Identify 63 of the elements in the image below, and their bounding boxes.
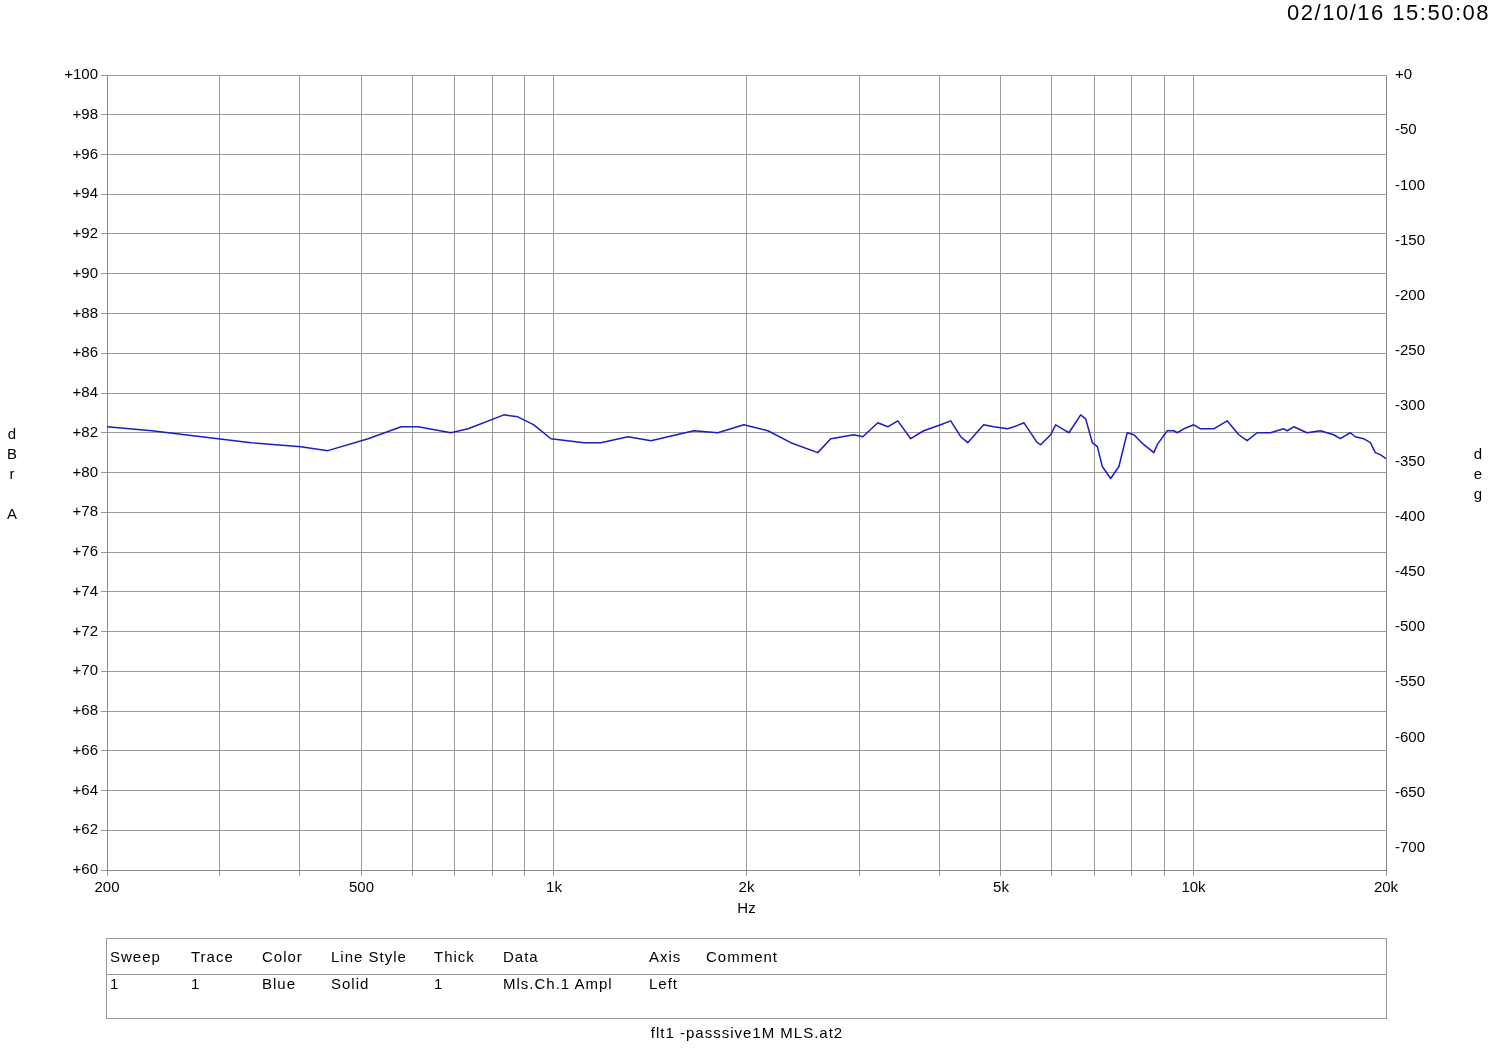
text: Data (502, 947, 540, 967)
y-tick-label: +68 (72, 701, 98, 719)
text: Sweep (109, 947, 162, 967)
y-tick-label: +86 (72, 343, 98, 361)
y-tick-label: +78 (72, 502, 98, 520)
y-tick-label: +76 (72, 542, 98, 560)
text: Trace (190, 947, 235, 967)
y-tick-label: +82 (72, 422, 98, 440)
y2-axis-title: deg (1472, 445, 1484, 504)
y-tick-label: +72 (72, 621, 98, 639)
y-tick-label: +70 (72, 661, 98, 679)
x-tick-label: 1k (546, 878, 563, 896)
text: 1 (433, 974, 445, 994)
text: Color (261, 947, 304, 967)
x-tick-label: 10k (1181, 878, 1207, 896)
y2-tick-label: -650 (1395, 782, 1426, 800)
y-tick-label: +62 (72, 820, 98, 838)
text: dBr A (6, 425, 17, 522)
y2-tick-label: -700 (1395, 838, 1426, 856)
text: Solid (330, 974, 371, 994)
y-tick-label: +74 (72, 581, 98, 599)
y-tick-label: +64 (72, 780, 98, 798)
text: 1 (109, 974, 121, 994)
y-tick-label: +90 (72, 263, 98, 281)
y2-tick-label: -450 (1395, 562, 1426, 580)
x-tick-label: 200 (94, 878, 120, 896)
y2-tick-label: -250 (1395, 341, 1426, 359)
text: Thick (433, 947, 476, 967)
y-tick-label: +84 (72, 383, 98, 401)
y2-tick-label: -500 (1395, 617, 1426, 635)
y-tick-label: +100 (64, 65, 98, 83)
text: flt1 -passsive1M MLS.at2 (649, 1024, 845, 1041)
text: Mls.Ch.1 Ampl (502, 974, 614, 994)
text: Comment (705, 947, 780, 967)
y-tick-label: +98 (72, 104, 98, 122)
y-tick-label: +92 (72, 224, 98, 242)
y2-tick-label: -200 (1395, 285, 1426, 303)
y-tick-label: +94 (72, 184, 98, 202)
text: Blue (261, 974, 298, 994)
x-tick-label: 2k (738, 878, 755, 896)
y-tick-label: +96 (72, 144, 98, 162)
text: 02/10/16 15:50:08 (1287, 0, 1490, 26)
y-tick-label: +60 (72, 860, 98, 878)
y2-tick-label: -150 (1395, 230, 1426, 248)
x-axis-title: Hz (737, 899, 756, 917)
text: Axis (648, 947, 683, 967)
y2-tick-label: -350 (1395, 451, 1426, 469)
y2-tick-label: -600 (1395, 727, 1426, 745)
text: Left (648, 974, 680, 994)
y-tick-label: +66 (72, 740, 98, 758)
y2-tick-label: -400 (1395, 506, 1426, 524)
x-tick-label: 20k (1373, 878, 1399, 896)
x-tick-label: 5k (993, 878, 1010, 896)
y-tick-label: +88 (72, 303, 98, 321)
y2-tick-label: +0 (1395, 65, 1413, 83)
y2-tick-label: -50 (1395, 120, 1417, 138)
text: 1 (190, 974, 202, 994)
text: Line Style (330, 947, 408, 967)
y-tick-label: +80 (72, 462, 98, 480)
y2-tick-label: -550 (1395, 672, 1426, 690)
x-tick-label: 500 (348, 878, 374, 896)
y2-tick-label: -300 (1395, 396, 1426, 414)
y2-tick-label: -100 (1395, 175, 1426, 193)
